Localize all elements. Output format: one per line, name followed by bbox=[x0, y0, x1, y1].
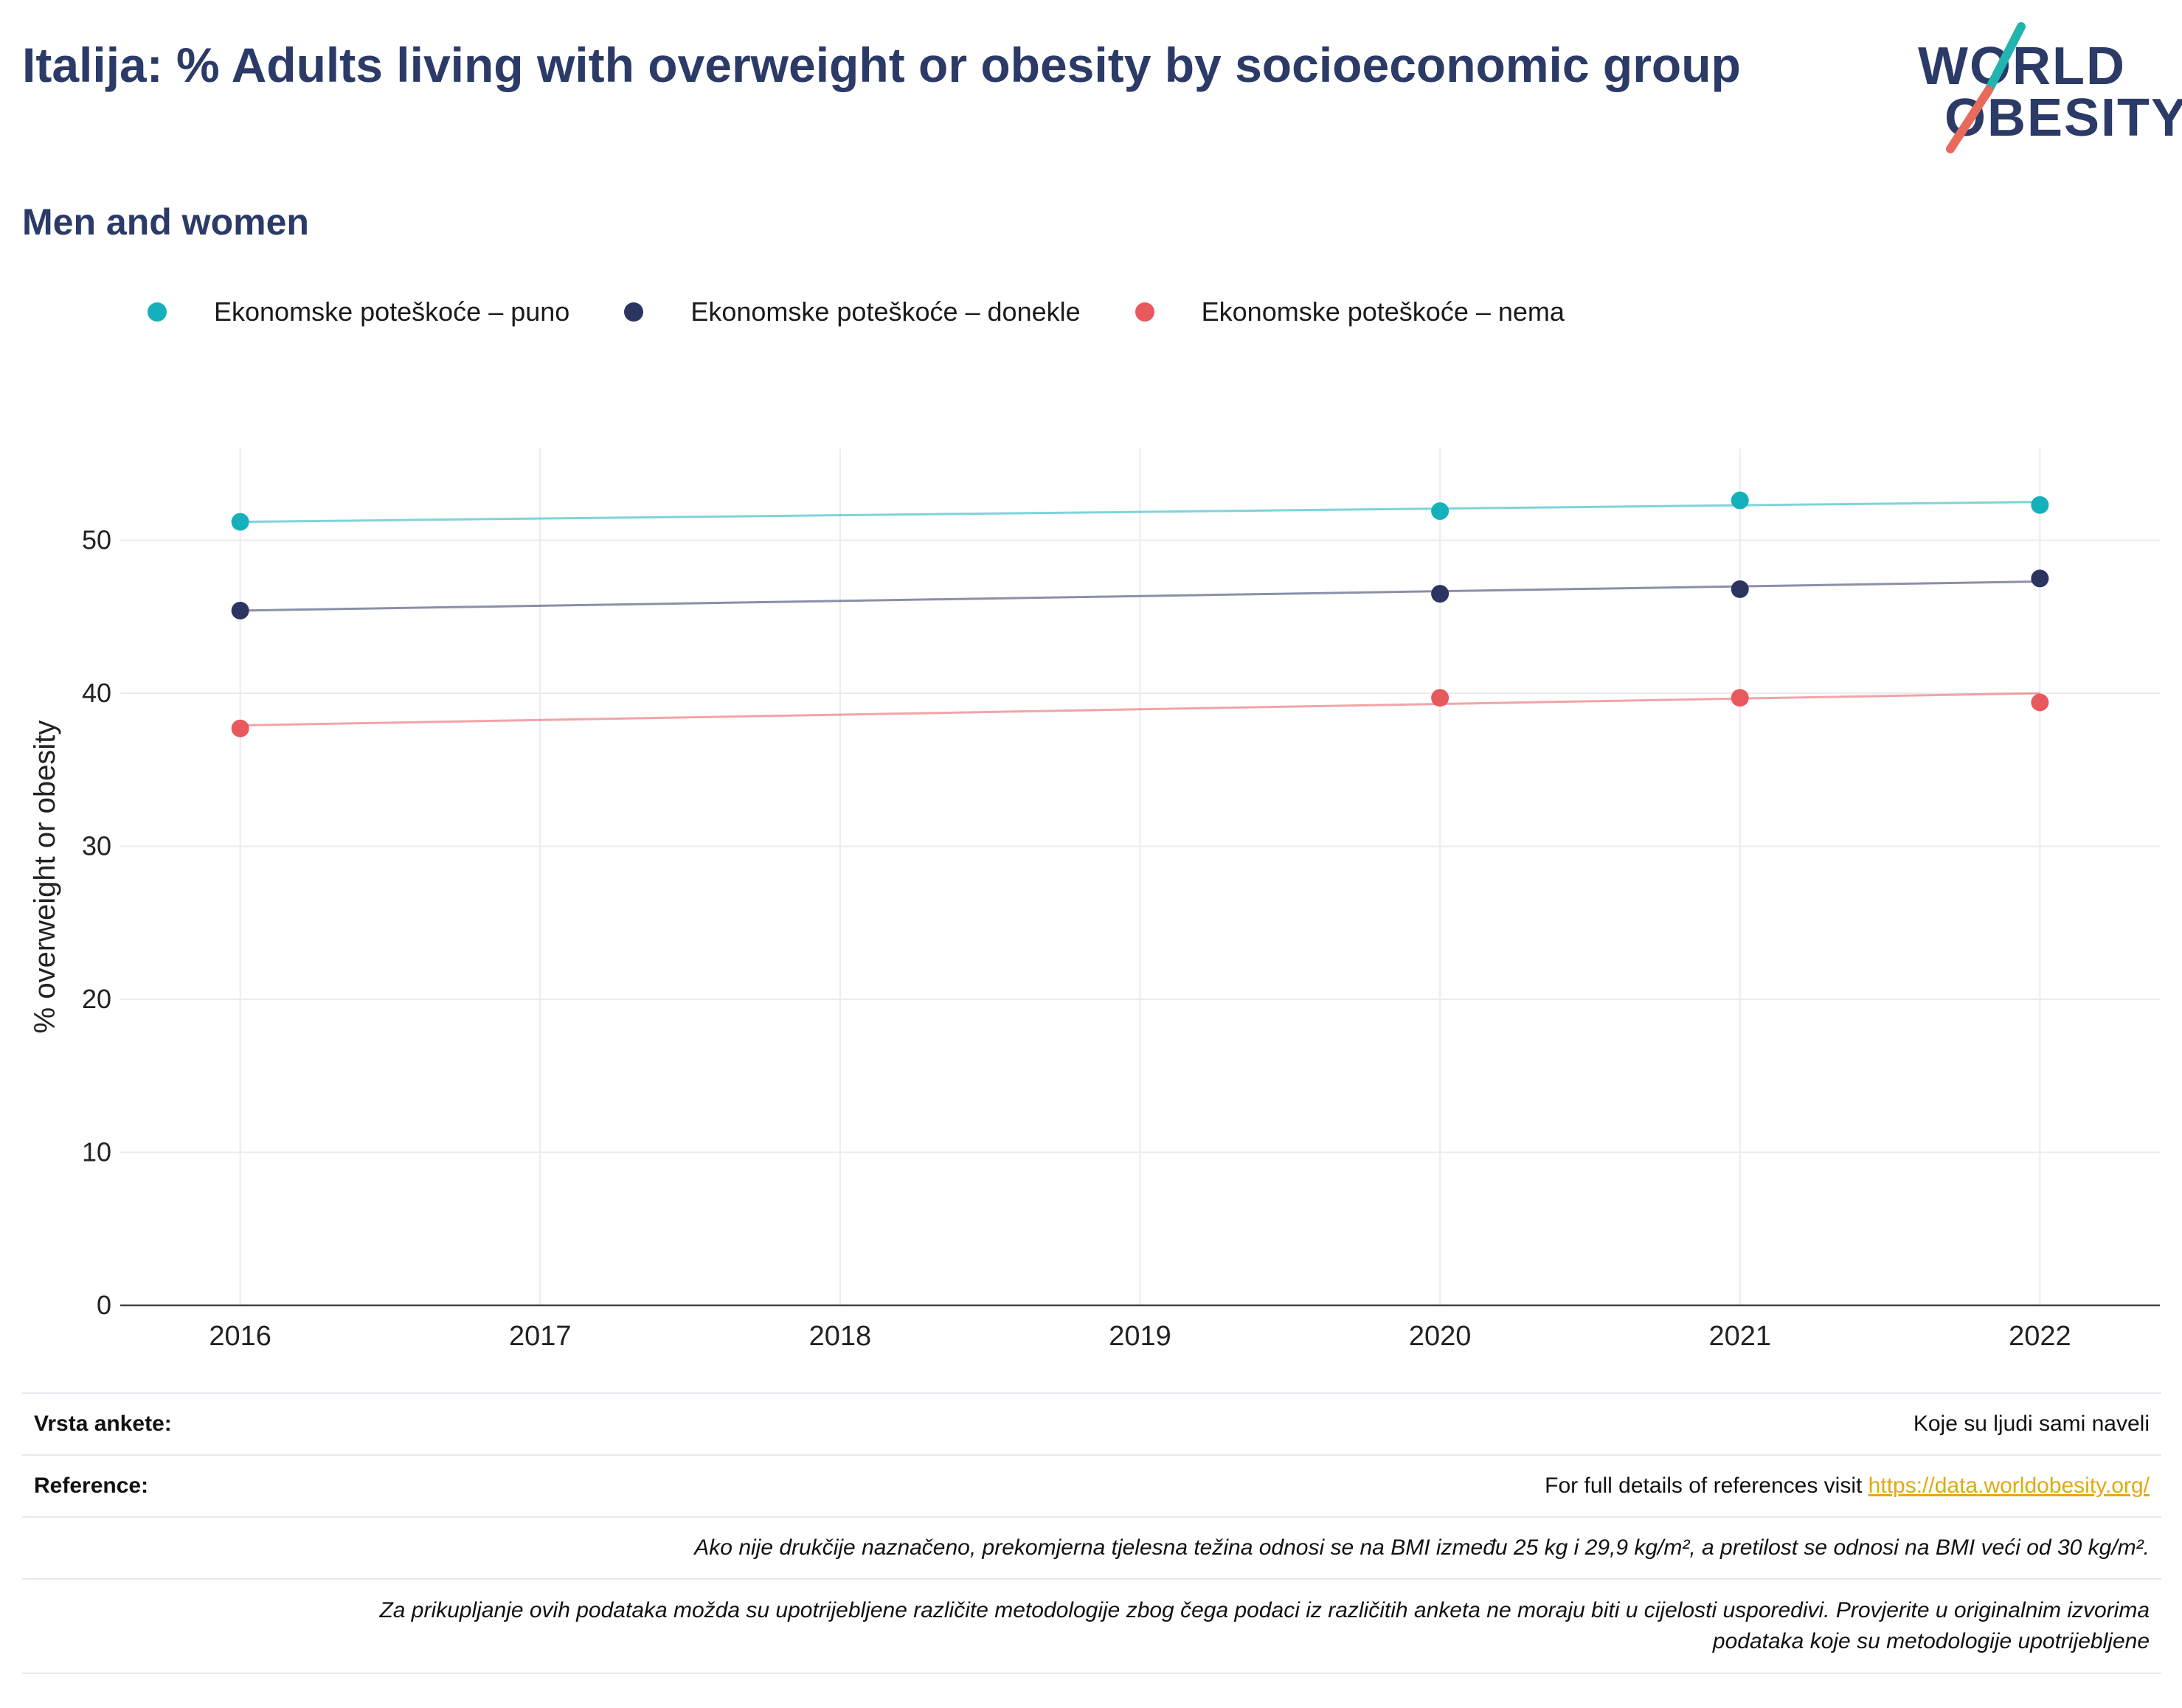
world-obesity-logo: WORLD OBESITY bbox=[1918, 22, 2182, 155]
data-point-series-1-2016 bbox=[231, 601, 249, 619]
data-point-series-2-2016 bbox=[231, 719, 249, 737]
footer-note-methodology-row: Za prikupljanje ovih podataka možda su u… bbox=[22, 1578, 2161, 1674]
data-point-series-1-2021 bbox=[1731, 580, 1749, 598]
methodology-note: Za prikupljanje ovih podataka možda su u… bbox=[34, 1595, 2150, 1657]
logo-text-world: WORLD bbox=[1918, 37, 2126, 96]
bmi-note: Ako nije drukčije naznačeno, prekomjerna… bbox=[694, 1535, 2150, 1560]
x-tick-label-2016: 2016 bbox=[209, 1321, 271, 1352]
legend-dot-puno bbox=[148, 302, 167, 322]
reference-label: Reference: bbox=[34, 1473, 149, 1498]
footer-reference-row: Reference: For full details of reference… bbox=[22, 1454, 2161, 1516]
x-tick-label-2022: 2022 bbox=[2009, 1321, 2071, 1352]
x-tick-label-2017: 2017 bbox=[509, 1321, 572, 1352]
reference-prefix: For full details of references visit bbox=[1545, 1473, 1868, 1498]
y-tick-label-0: 0 bbox=[97, 1290, 111, 1320]
line-chart: 0 10 20 30 40 50 2016 2017 2018 2019 2020 2021 2022%… bbox=[29, 448, 2160, 1352]
data-point-series-2-2021 bbox=[1731, 689, 1749, 707]
data-point-series-2-2022 bbox=[2031, 693, 2049, 712]
data-point-series-1-2022 bbox=[2031, 569, 2049, 588]
data-point-series-0-2016 bbox=[231, 513, 249, 531]
footer-survey-row: Vrsta ankete: Koje su ljudi sami naveli bbox=[22, 1392, 2161, 1454]
legend-label-donekle: Ekonomske poteškoće – donekle bbox=[690, 296, 1081, 327]
methodology-note-line1: Za prikupljanje ovih podataka možda su u… bbox=[379, 1598, 2150, 1622]
legend-item-nema[interactable]: Ekonomske poteškoće – nema bbox=[1135, 296, 1565, 327]
chart-footer: Vrsta ankete: Koje su ljudi sami naveli … bbox=[22, 1392, 2161, 1674]
y-axis-label: % overweight or obesity bbox=[29, 721, 61, 1034]
survey-value: Koje su ljudi sami naveli bbox=[1913, 1412, 2150, 1436]
data-point-series-0-2020 bbox=[1431, 502, 1450, 521]
reference-link[interactable]: https://data.worldobesity.org/ bbox=[1868, 1473, 2150, 1498]
legend-dot-donekle bbox=[624, 302, 644, 322]
logo-slash-icon bbox=[1946, 22, 2026, 153]
legend-label-nema: Ekonomske poteškoće – nema bbox=[1201, 296, 1565, 327]
y-tick-label-40: 40 bbox=[82, 678, 111, 708]
legend-label-puno: Ekonomske poteškoće – puno bbox=[214, 296, 570, 327]
methodology-note-line2: podataka koje su metodologije upotrijebl… bbox=[1712, 1629, 2150, 1653]
legend: Ekonomske poteškoće – puno Ekonomske pot… bbox=[148, 296, 1619, 327]
data-point-series-1-2020 bbox=[1431, 585, 1450, 603]
x-tick-label-2021: 2021 bbox=[1708, 1321, 1771, 1352]
y-tick-label-30: 30 bbox=[82, 831, 111, 861]
x-tick-label-2018: 2018 bbox=[809, 1321, 872, 1352]
x-tick-label-2019: 2019 bbox=[1109, 1321, 1171, 1352]
survey-label: Vrsta ankete: bbox=[34, 1412, 172, 1436]
legend-item-puno[interactable]: Ekonomske poteškoće – puno bbox=[148, 296, 569, 327]
footer-note-bmi-row: Ako nije drukčije naznačeno, prekomjerna… bbox=[22, 1516, 2161, 1578]
legend-dot-nema bbox=[1135, 302, 1154, 322]
data-point-series-0-2021 bbox=[1731, 491, 1749, 510]
y-tick-label-50: 50 bbox=[82, 525, 111, 555]
reference-text: For full details of references visit htt… bbox=[1545, 1473, 2150, 1499]
data-point-series-2-2020 bbox=[1431, 689, 1450, 707]
x-tick-label-2020: 2020 bbox=[1409, 1321, 1472, 1352]
data-point-series-0-2022 bbox=[2031, 496, 2049, 514]
chart-subtitle: Men and women bbox=[22, 201, 309, 243]
y-tick-label-20: 20 bbox=[82, 984, 111, 1014]
legend-item-donekle[interactable]: Ekonomske poteškoće – donekle bbox=[624, 296, 1081, 327]
y-tick-label-10: 10 bbox=[82, 1137, 111, 1167]
chart-title: Italija: % Adults living with overweight… bbox=[22, 38, 1741, 92]
